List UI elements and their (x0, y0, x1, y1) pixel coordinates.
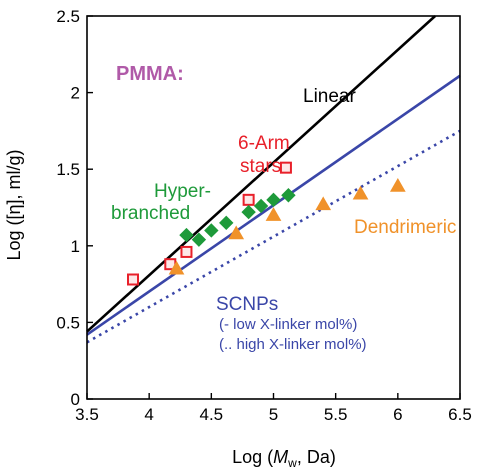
scnps-high-note: (.. high X-linker mol%) (219, 336, 367, 353)
y-tick-label: 0 (71, 390, 80, 409)
hyperbranched-point (179, 227, 194, 243)
dendrimeric-point (315, 196, 332, 211)
star-point (279, 161, 292, 174)
hyperbranched-point (241, 204, 256, 220)
pmma-label: PMMA: (116, 63, 184, 85)
hyperbranched-point (204, 223, 219, 238)
x-tick-label: 3.5 (75, 405, 99, 424)
hyperbranched-point (219, 215, 234, 231)
x-tick-label: 6.5 (448, 405, 472, 424)
y-tick-label: 2.5 (56, 7, 80, 26)
hyperbranched-point (253, 198, 269, 214)
dendrimeric-point (265, 207, 282, 221)
hyperbranched-point (281, 188, 296, 203)
x-axis-title: Log (Mw, Da) (232, 447, 336, 470)
scnps-low-note: (- low X-linker mol%) (219, 316, 357, 333)
x-tick-label: 5 (269, 405, 278, 424)
fit-line-linear (86, 15, 437, 333)
y-axis-title: Log ([η], ml/g) (4, 149, 24, 260)
star-point (127, 273, 140, 286)
dendrimeric-label: Dendrimeric (354, 217, 456, 238)
star-point (242, 193, 255, 206)
dendrimeric-point (168, 260, 185, 275)
y-tick-label: 2 (71, 84, 80, 103)
dendrimeric-point (389, 178, 406, 192)
hyperbranched-label-line2: branched (111, 203, 190, 224)
y-tick-label: 1.5 (56, 160, 80, 179)
hyperbranched-point (191, 232, 207, 247)
points-layer (127, 161, 406, 286)
x-tick-label: 4 (144, 405, 153, 424)
linear-label: Linear (303, 86, 356, 107)
x-tick-label: 6 (393, 405, 402, 424)
hyperbranched-point (266, 192, 281, 208)
scnps-label: SCNPs (216, 294, 278, 315)
x-tick-label: 4.5 (200, 405, 224, 424)
ticks-layer: 3.5 4 4.5 5 5.5 6 6.5 0 0.5 1 1.5 2 2.5 (56, 7, 471, 424)
x-tick-label: 5.5 (324, 405, 348, 424)
hyperbranched-label-line1: Hyper- (154, 181, 211, 202)
y-tick-label: 1 (71, 237, 80, 256)
dendrimeric-point (228, 225, 245, 240)
fit-line-scnps-high (86, 129, 461, 344)
stars-label-line1: 6-Arm (238, 133, 290, 154)
stars-label-line2: stars (240, 156, 281, 177)
dendrimeric-point (352, 185, 369, 200)
star-point (180, 245, 193, 258)
y-tick-label: 0.5 (56, 313, 80, 332)
